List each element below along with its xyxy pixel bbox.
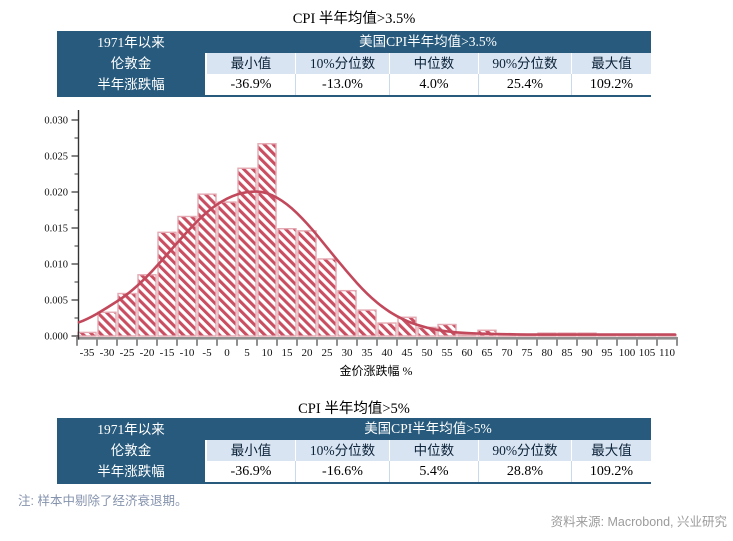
- svg-text:0.020: 0.020: [44, 188, 68, 199]
- svg-text:100: 100: [619, 347, 636, 359]
- column-header-max: 最大值: [571, 53, 651, 74]
- values-row: -36.9% -16.6% 5.4% 28.8% 109.2%: [207, 461, 651, 482]
- stats-table-cpi-3-5: 1971年以来 伦敦金 半年涨跌幅 美国CPI半年均值>3.5% 最小值 10%…: [57, 31, 651, 97]
- value-p90: 25.4%: [477, 74, 571, 95]
- value-min: -36.9%: [230, 464, 272, 479]
- column-header-median: 中位数: [389, 440, 478, 461]
- svg-text:75: 75: [522, 347, 534, 359]
- span-header-cell: 美国CPI半年均值>5%: [205, 418, 651, 440]
- column-header-min: 最小值: [230, 56, 272, 71]
- svg-text:0.010: 0.010: [44, 260, 68, 271]
- svg-text:110: 110: [659, 347, 676, 359]
- values-row: -36.9% -13.0% 4.0% 25.4% 109.2%: [207, 74, 651, 95]
- svg-text:95: 95: [602, 347, 614, 359]
- svg-text:50: 50: [422, 347, 434, 359]
- svg-text:-5: -5: [202, 347, 212, 359]
- section2-title: CPI 半年均值>5%: [298, 401, 410, 417]
- column-header-median: 中位数: [389, 53, 478, 74]
- svg-text:0.000: 0.000: [44, 332, 68, 343]
- svg-text:0.025: 0.025: [44, 152, 68, 163]
- value-max: 109.2%: [571, 74, 651, 95]
- value-median: 5.4%: [389, 461, 478, 482]
- row-header-line-3: 半年涨跌幅: [97, 464, 165, 479]
- svg-text:-35: -35: [80, 347, 95, 359]
- svg-text:-25: -25: [120, 347, 135, 359]
- svg-text:55: 55: [442, 347, 454, 359]
- svg-text:90: 90: [582, 347, 594, 359]
- value-p10: -16.6%: [294, 461, 389, 482]
- column-header-p10: 10%分位数: [294, 53, 389, 74]
- column-header-row: 最小值 10%分位数 中位数 90%分位数 最大值: [207, 440, 651, 461]
- section1-title: CPI 半年均值>3.5%: [292, 11, 416, 27]
- svg-text:0: 0: [224, 347, 230, 359]
- value-max: 109.2%: [571, 461, 651, 482]
- density-curve: [77, 190, 677, 336]
- stats-table-cpi-5: 1971年以来 伦敦金 半年涨跌幅 美国CPI半年均值>5% 最小值 10%分位…: [57, 418, 651, 484]
- row-header-line-1: 1971年以来: [97, 35, 165, 50]
- axes: [71, 110, 678, 346]
- value-median: 4.0%: [389, 74, 478, 95]
- svg-text:70: 70: [502, 347, 514, 359]
- footnote: 注: 样本中剔除了经济衰退期。: [18, 494, 188, 508]
- row-header-line-2: 伦敦金: [110, 443, 152, 458]
- row-header-cell: 1971年以来 伦敦金 半年涨跌幅: [57, 418, 205, 482]
- span-header-cell: 美国CPI半年均值>3.5%: [205, 31, 651, 53]
- row-header-cell: 1971年以来 伦敦金 半年涨跌幅: [57, 31, 205, 95]
- tick-labels: -35 -30 -25 -20 -15 -10 -5 0 5 10 15 20 25 30 35 40 45 50…: [44, 116, 675, 359]
- svg-text:60: 60: [462, 347, 474, 359]
- svg-text:45: 45: [402, 347, 414, 359]
- source-credit: 资料来源: Macrobond, 兴业研究: [550, 515, 727, 529]
- svg-text:5: 5: [244, 347, 250, 359]
- x-axis-label: 金价涨跌幅 %: [339, 364, 413, 378]
- column-header-min: 最小值: [230, 443, 272, 458]
- column-header-p90: 90%分位数: [477, 440, 571, 461]
- column-header-p10: 10%分位数: [294, 440, 389, 461]
- column-header-max: 最大值: [571, 440, 651, 461]
- stats-region: 美国CPI半年均值>3.5% 最小值 10%分位数 中位数 90%分位数 最大值…: [205, 31, 651, 95]
- svg-text:0.030: 0.030: [44, 116, 68, 127]
- svg-text:105: 105: [639, 347, 656, 359]
- svg-text:-15: -15: [160, 347, 175, 359]
- value-p90: 28.8%: [477, 461, 571, 482]
- svg-text:80: 80: [542, 347, 554, 359]
- value-p10: -13.0%: [294, 74, 389, 95]
- svg-text:-20: -20: [140, 347, 155, 359]
- svg-text:0.005: 0.005: [44, 296, 68, 307]
- histogram-bars: [77, 143, 677, 337]
- row-header-line-3: 半年涨跌幅: [97, 77, 165, 92]
- svg-text:30: 30: [342, 347, 354, 359]
- row-header-line-2: 伦敦金: [110, 56, 152, 71]
- svg-text:15: 15: [282, 347, 294, 359]
- column-header-p90: 90%分位数: [477, 53, 571, 74]
- svg-text:-30: -30: [100, 347, 115, 359]
- svg-text:0.015: 0.015: [44, 224, 68, 235]
- value-min: -36.9%: [230, 77, 272, 92]
- svg-text:35: 35: [362, 347, 374, 359]
- svg-text:20: 20: [302, 347, 314, 359]
- svg-text:-10: -10: [180, 347, 195, 359]
- svg-text:25: 25: [322, 347, 334, 359]
- stats-region: 美国CPI半年均值>5% 最小值 10%分位数 中位数 90%分位数 最大值 -…: [205, 418, 651, 482]
- svg-text:85: 85: [562, 347, 574, 359]
- column-header-row: 最小值 10%分位数 中位数 90%分位数 最大值: [207, 53, 651, 74]
- svg-text:65: 65: [482, 347, 494, 359]
- svg-text:10: 10: [262, 347, 274, 359]
- svg-text:40: 40: [382, 347, 394, 359]
- row-header-line-1: 1971年以来: [97, 422, 165, 437]
